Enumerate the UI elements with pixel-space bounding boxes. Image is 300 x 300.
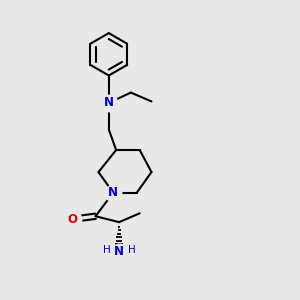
Text: H: H [128,245,135,255]
Text: N: N [114,245,124,258]
Text: O: O [68,213,78,226]
Text: N: N [104,96,114,110]
Text: H: H [103,245,111,255]
Text: N: N [108,186,118,199]
